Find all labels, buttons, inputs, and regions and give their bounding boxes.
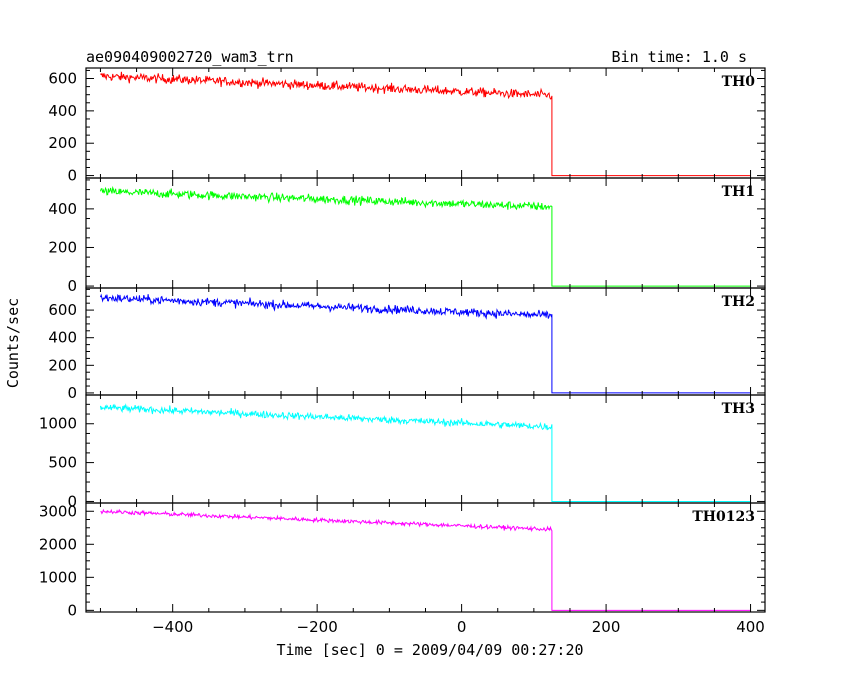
series-label-th0123: TH0123: [692, 509, 755, 525]
x-tick-label: 400: [736, 618, 765, 636]
y-axis-label: Counts/sec: [4, 298, 22, 388]
y-tick-label: 600: [48, 301, 77, 319]
panel-th0: 0 200 400 600 TH0: [48, 67, 766, 185]
y-tick-label: 2000: [39, 535, 77, 553]
y-tick-label: 600: [48, 70, 77, 88]
y-tick-label: 400: [48, 102, 77, 120]
series-line-th0123: [100, 508, 751, 611]
y-tick-label: 200: [48, 238, 77, 256]
x-tick-label: −400: [152, 618, 193, 636]
panel-th2: 0 200 400 600 TH2: [48, 287, 766, 402]
panel-th0123: 0 1000 2000 3000 TH0123: [39, 502, 766, 619]
y-tick-label: 400: [48, 329, 77, 347]
plot-title: ae090409002720_wam3_trn: [86, 48, 294, 66]
y-tick-label: 1000: [39, 415, 77, 433]
panels: 0 200 400 600 TH0 0 200 400 TH1 0 200 400 600 TH2 0 500…: [39, 67, 766, 619]
series-label-th0: TH0: [722, 74, 756, 90]
panel-frame: [85, 287, 766, 396]
y-tick-label: 400: [48, 200, 77, 218]
panel-frame: [85, 502, 766, 613]
y-tick-label: 0: [67, 492, 77, 510]
panel-frame: [85, 394, 766, 504]
y-tick-label: 0: [67, 384, 77, 402]
series-label-th1: TH1: [722, 184, 755, 200]
x-tick-label: 200: [592, 618, 621, 636]
bin-time-label: Bin time: 1.0 s: [612, 48, 747, 66]
series-label-th3: TH3: [722, 401, 755, 417]
y-tick-label: 500: [48, 454, 77, 472]
x-axis: −400 −200 0 200 400: [152, 618, 765, 636]
y-tick-label: 0: [67, 277, 77, 295]
x-tick-label: 0: [457, 618, 467, 636]
series-label-th2: TH2: [722, 294, 755, 310]
y-tick-label: 200: [48, 356, 77, 374]
series-line-th1: [99, 185, 751, 287]
series-line-th2: [99, 293, 751, 394]
y-tick-label: 0: [67, 601, 77, 619]
panel-th1: 0 200 400 TH1: [48, 177, 766, 295]
x-axis-label: Time [sec] 0 = 2009/04/09 00:27:20: [276, 641, 583, 659]
panel-frame: [85, 67, 766, 179]
series-line-th3: [99, 403, 751, 502]
y-tick-label: 0: [67, 167, 77, 185]
x-tick-label: −200: [297, 618, 338, 636]
y-tick-label: 200: [48, 134, 77, 152]
series-line-th0: [100, 71, 751, 177]
panel-th3: 0 500 1000 TH3: [39, 394, 766, 510]
y-tick-label: 1000: [39, 568, 77, 586]
y-tick-label: 3000: [39, 502, 77, 520]
